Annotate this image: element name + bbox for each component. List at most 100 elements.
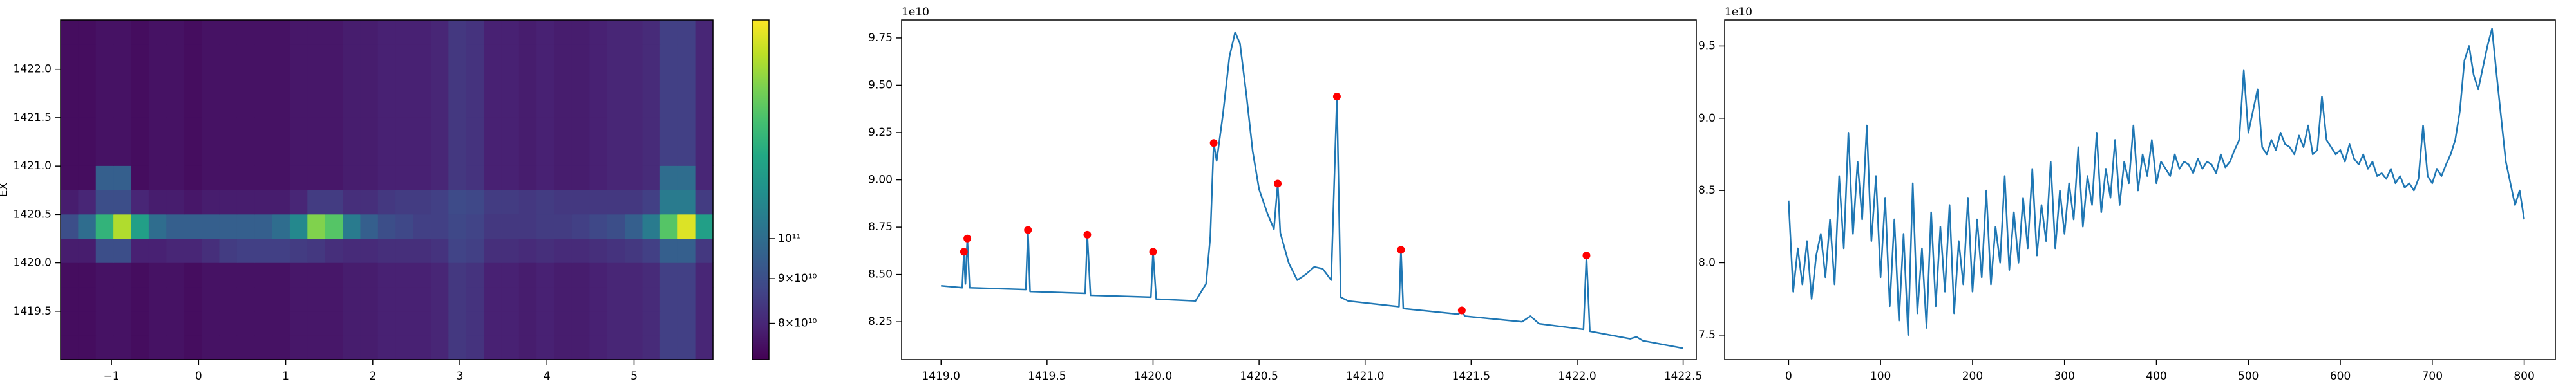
heatmap-cell xyxy=(413,116,431,142)
heatmap-cell xyxy=(219,311,238,336)
heatmap-cell xyxy=(360,262,379,288)
y-tick-label: 9.50 xyxy=(868,78,893,91)
heatmap-cell xyxy=(113,238,132,263)
heatmap-cell xyxy=(659,311,678,336)
heatmap-cell xyxy=(536,68,555,93)
heatmap-cell xyxy=(625,335,643,360)
heatmap-cell xyxy=(254,262,273,288)
heatmap-cell xyxy=(589,214,608,239)
heatmap-cell xyxy=(501,214,520,239)
heatmap-cell xyxy=(589,335,608,360)
heatmap-cell xyxy=(325,93,343,118)
heatmap-cell xyxy=(325,286,343,312)
heatmap-cell xyxy=(343,286,361,312)
heatmap-cell xyxy=(360,311,379,336)
heatmap-cell xyxy=(501,116,520,142)
heatmap-cell xyxy=(677,141,696,166)
x-tick-label: 1421.5 xyxy=(1452,370,1490,383)
heatmap-cell xyxy=(377,44,396,69)
heatmap-cell xyxy=(695,68,714,93)
heatmap-cell xyxy=(518,68,537,93)
heatmap-cell xyxy=(625,116,643,142)
heatmap-cell xyxy=(236,262,255,288)
heatmap-cell xyxy=(589,286,608,312)
heatmap-cell xyxy=(695,311,714,336)
plot-frame xyxy=(901,19,1697,360)
heatmap-cell xyxy=(518,190,537,215)
heatmap-cell xyxy=(501,20,520,45)
heatmap-cell xyxy=(148,68,167,93)
heatmap-cell xyxy=(343,44,361,69)
heatmap-cell xyxy=(466,116,484,142)
heatmap-cell xyxy=(307,141,326,166)
heatmap-cell xyxy=(254,141,273,166)
heatmap-cell xyxy=(202,262,220,288)
heatmap-cell xyxy=(625,311,643,336)
heatmap-cell xyxy=(554,311,573,336)
heatmap-cell xyxy=(131,68,149,93)
heatmap-cell xyxy=(78,214,97,239)
heatmap-cell xyxy=(642,262,661,288)
heatmap-cell xyxy=(219,286,238,312)
heatmap-cell xyxy=(466,93,484,118)
heatmap-cell xyxy=(430,214,449,239)
heatmap-cell xyxy=(236,214,255,239)
heatmap-cell xyxy=(113,141,132,166)
heatmap-cell xyxy=(289,93,308,118)
heatmap-cell xyxy=(695,20,714,45)
heatmap-cell xyxy=(272,93,290,118)
heatmap-cell xyxy=(518,335,537,360)
heatmap-cell xyxy=(625,262,643,288)
heatmap-cell xyxy=(343,311,361,336)
heatmap-cell xyxy=(430,190,449,215)
heatmap-cell xyxy=(413,68,431,93)
heatmap-cell xyxy=(202,165,220,190)
heatmap-cell xyxy=(184,335,202,360)
heatmap-cell xyxy=(677,190,696,215)
y-tick-label: 9.25 xyxy=(868,126,893,139)
y-tick-label: 9.5 xyxy=(1698,39,1716,52)
peak-marker xyxy=(1582,252,1591,260)
heatmap-cell xyxy=(642,165,661,190)
heatmap-cell xyxy=(659,190,678,215)
heatmap-cell xyxy=(202,286,220,312)
heatmap-cell xyxy=(554,214,573,239)
data-line xyxy=(1788,28,2525,336)
heatmap-cell xyxy=(377,286,396,312)
heatmap-cell xyxy=(642,286,661,312)
heatmap-cell xyxy=(518,262,537,288)
heatmap-cell xyxy=(430,335,449,360)
heatmap-cell xyxy=(607,68,625,93)
heatmap-cell xyxy=(484,68,502,93)
heatmap-cell xyxy=(607,335,625,360)
heatmap-cell xyxy=(536,262,555,288)
heatmap-cell xyxy=(695,262,714,288)
y-tick-label: 9.75 xyxy=(868,32,893,44)
heatmap-cell xyxy=(659,262,678,288)
heatmap-cell xyxy=(325,214,343,239)
heatmap-cell xyxy=(325,190,343,215)
heatmap-cell xyxy=(166,44,185,69)
heatmap-cell xyxy=(413,262,431,288)
heatmap-cell xyxy=(501,311,520,336)
heatmap-cell xyxy=(607,165,625,190)
heatmap-cell xyxy=(466,286,484,312)
heatmap-cell xyxy=(571,214,590,239)
heatmap-cell xyxy=(78,311,97,336)
heatmap-cell xyxy=(113,262,132,288)
heatmap-cell xyxy=(571,262,590,288)
heatmap-cell xyxy=(589,68,608,93)
heatmap-cell xyxy=(289,20,308,45)
heatmap-cell xyxy=(554,116,573,142)
heatmap-cell xyxy=(571,116,590,142)
heatmap-cell xyxy=(554,286,573,312)
heatmap-cell xyxy=(659,335,678,360)
heatmap-cell xyxy=(307,262,326,288)
heatmap-cell xyxy=(377,93,396,118)
heatmap-cell xyxy=(95,68,114,93)
heatmap-cell xyxy=(536,335,555,360)
heatmap-cell xyxy=(78,190,97,215)
heatmap-cell xyxy=(272,190,290,215)
heatmap-cell xyxy=(413,190,431,215)
